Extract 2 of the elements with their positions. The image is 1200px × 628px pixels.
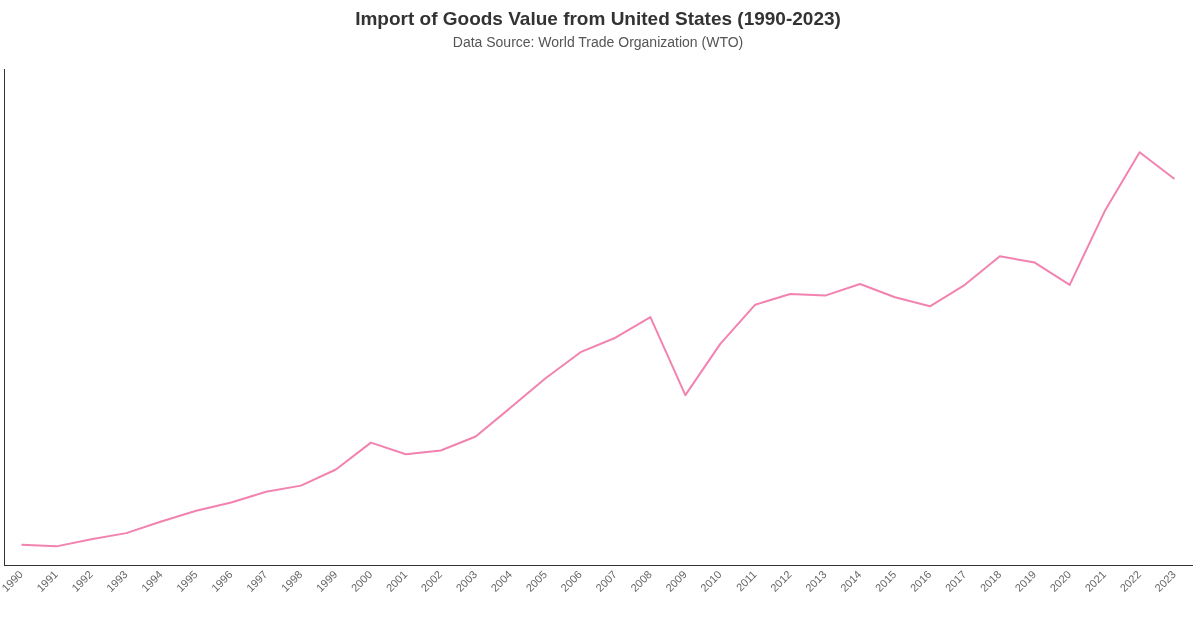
chart-subtitle: Data Source: World Trade Organization (WTO) <box>452 34 744 51</box>
chart-title: Import of Goods Value from United States (1990-2023) <box>355 7 841 29</box>
